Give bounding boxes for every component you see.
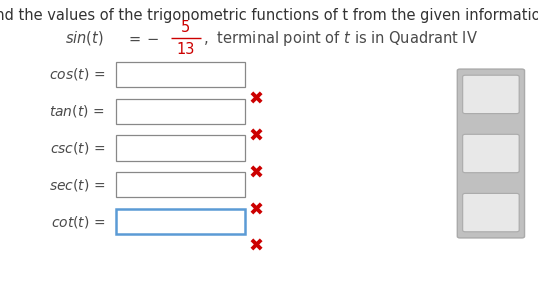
Text: 5: 5 (181, 20, 190, 35)
Text: ,  terminal point of $\mathit{t}$ is in Quadrant IV: , terminal point of $\mathit{t}$ is in Q… (203, 29, 479, 48)
Text: $\mathit{tan}(t)$ =: $\mathit{tan}(t)$ = (49, 103, 105, 119)
FancyBboxPatch shape (463, 134, 519, 173)
FancyBboxPatch shape (116, 172, 245, 197)
Text: ✖: ✖ (248, 127, 263, 146)
Text: ✖: ✖ (248, 91, 263, 109)
Text: $\mathit{csc}(t)$ =: $\mathit{csc}(t)$ = (49, 140, 105, 156)
Text: 1: 1 (488, 214, 494, 224)
Text: $\mathit{cot}(t)$ =: $\mathit{cot}(t)$ = (51, 214, 105, 230)
Text: $= -$: $= -$ (126, 31, 160, 46)
Text: $\mathit{sec}(t)$ =: $\mathit{sec}(t)$ = (49, 177, 105, 193)
Text: +: + (485, 87, 497, 102)
Text: ✖: ✖ (248, 201, 263, 219)
Text: ✖: ✖ (248, 238, 263, 256)
FancyBboxPatch shape (463, 193, 519, 232)
FancyBboxPatch shape (116, 135, 245, 161)
FancyBboxPatch shape (463, 75, 519, 114)
Text: $\mathit{cos}(t)$ =: $\mathit{cos}(t)$ = (49, 66, 105, 82)
Text: $\mathit{sin}(t)$: $\mathit{sin}(t)$ (65, 29, 103, 47)
FancyBboxPatch shape (116, 99, 245, 124)
Text: Find the values of the trigonometric functions of t from the given information.: Find the values of the trigonometric fun… (0, 8, 538, 23)
Text: 0: 0 (488, 201, 494, 211)
Text: 13: 13 (176, 42, 195, 57)
FancyBboxPatch shape (116, 62, 245, 87)
Text: ✖: ✖ (248, 164, 263, 182)
Text: X: X (485, 146, 497, 161)
FancyBboxPatch shape (116, 209, 245, 234)
FancyBboxPatch shape (457, 69, 525, 238)
